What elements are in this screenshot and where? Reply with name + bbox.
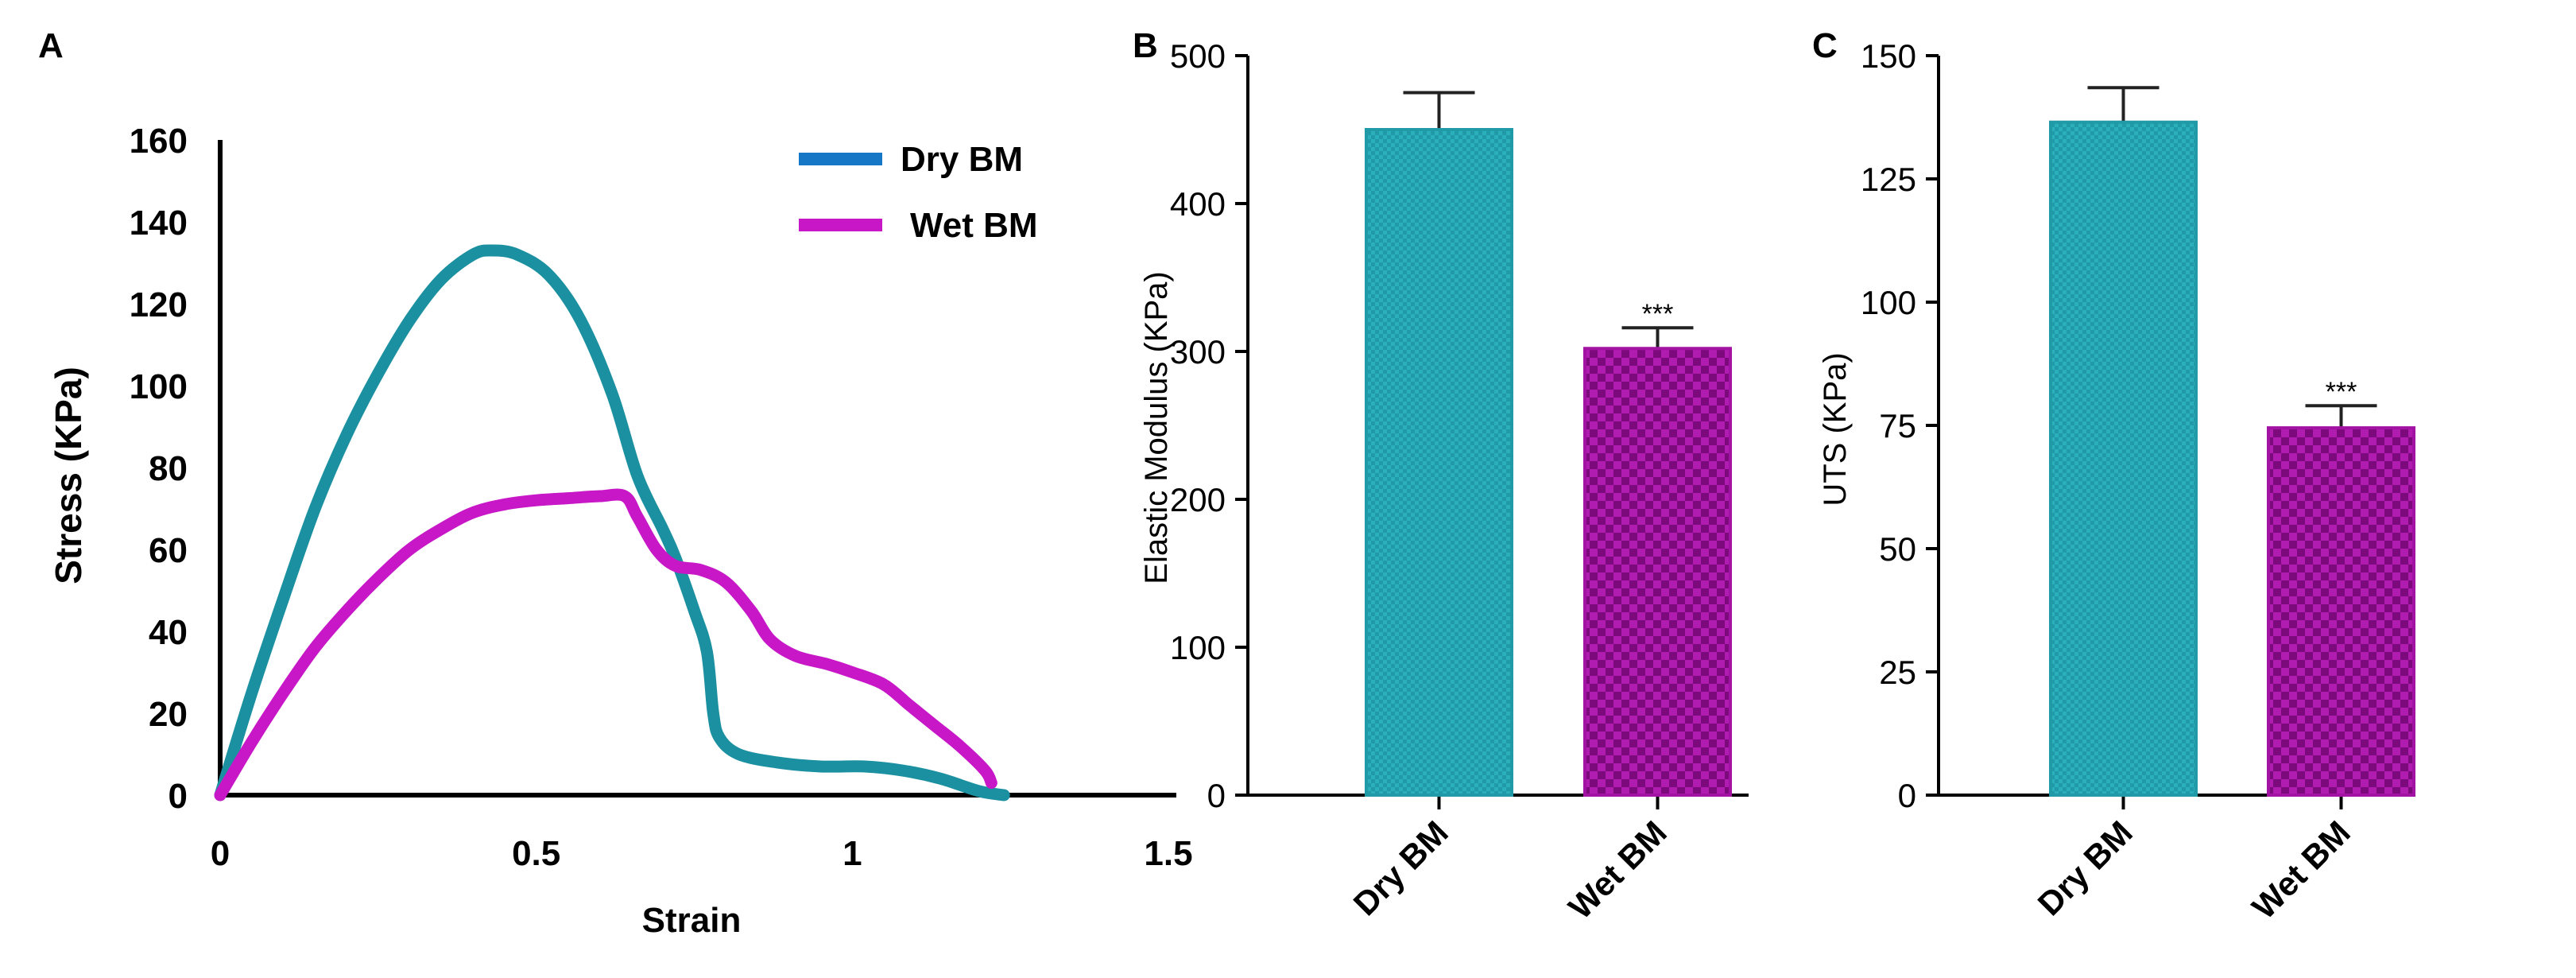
panel-a-y-tick-label: 120: [130, 285, 188, 324]
panel-a-y-tick-label: 160: [130, 122, 188, 161]
panel-c-bar-wet-bm: [2267, 426, 2415, 797]
panel-a-y-tick-label: 60: [149, 531, 188, 570]
panel-b-y-tick-label: 200: [1170, 481, 1226, 518]
panel-a-y-tick-label: 80: [149, 449, 188, 488]
panel-c-bars: ***: [2049, 86, 2415, 797]
panel-a-y-tick-label: 40: [149, 613, 188, 652]
panel-b-y-tick-label: 500: [1170, 37, 1226, 75]
panel-b-y-tick-label: 400: [1170, 185, 1226, 223]
panel-c-y-tick-label: 125: [1861, 161, 1916, 198]
panel-a-x-tick-label: 0: [211, 834, 230, 873]
panel-c-category-label: Wet BM: [2245, 813, 2357, 926]
panel-a-y-tick-label: 100: [130, 367, 188, 406]
panel-a-line-chart: 0 20 40 60 80 100 120 140 160 0 0.5 1 1.5 Strain Str…: [48, 122, 1193, 940]
panel-b-category-label: Dry BM: [1346, 813, 1455, 922]
panel-b-y-tick-label: 300: [1170, 333, 1226, 371]
panel-c-category-label: Dry BM: [2031, 813, 2140, 922]
panel-a-x-tick-label: 0.5: [512, 834, 560, 873]
panel-c-y-tick-label: 50: [1879, 530, 1916, 568]
panel-a-y-axis-label: Stress (KPa): [48, 367, 89, 584]
panel-b-y-axis-label: Elastic Modulus (KPa): [1139, 271, 1174, 584]
panel-b-bar-dry-bm: [1365, 128, 1513, 797]
legend-label-wet-bm: Wet BM: [910, 206, 1038, 245]
series-line-dry-bm: [214, 244, 1010, 801]
panel-b-bar-chart: 0 100 200 300 400 500 Dry BM Wet BM *** Elastic…: [1139, 37, 1749, 926]
panel-c-significance-marker: ***: [2326, 377, 2357, 407]
panel-a-series: [214, 244, 1010, 801]
panel-label-a: A: [38, 26, 64, 65]
panel-a-x-tick-label: 1: [843, 834, 862, 873]
panel-c-y-tick-label: 75: [1879, 407, 1916, 444]
panel-c-y-tick-label: 0: [1898, 777, 1916, 814]
panel-c-bar-chart: 0 25 50 75 100 125 150 Dry BM Wet BM *** UTS (KP…: [1818, 37, 2415, 926]
panel-b-bars: ***: [1365, 91, 1732, 797]
panel-a-axes: 0 20 40 60 80 100 120 140 160 0 0.5 1 1.5: [130, 122, 1193, 873]
panel-a-legend: Dry BM Wet BM: [799, 140, 1038, 245]
legend-label-dry-bm: Dry BM: [901, 140, 1023, 179]
panel-b-bar-wet-bm: [1583, 347, 1732, 797]
panel-b-y-tick-label: 100: [1170, 629, 1226, 666]
panel-c-y-tick-label: 25: [1879, 654, 1916, 691]
panel-b-category-label: Wet BM: [1561, 813, 1674, 926]
panel-b-y-tick-label: 0: [1207, 777, 1226, 814]
panel-a-x-axis-label: Strain: [642, 901, 742, 940]
panel-a-y-tick-label: 0: [169, 777, 188, 816]
panel-label-b: B: [1133, 26, 1158, 65]
panel-a-x-tick-label: 1.5: [1144, 834, 1192, 873]
panel-b-significance-marker: ***: [1642, 299, 1674, 329]
panel-a-y-tick-label: 20: [149, 695, 188, 734]
panel-label-c: C: [1812, 26, 1838, 65]
panel-c-y-tick-label: 100: [1861, 284, 1916, 321]
panel-c-y-axis-label: UTS (KPa): [1818, 352, 1853, 506]
series-line-wet-bm: [214, 488, 997, 801]
panel-a-y-tick-label: 140: [130, 204, 188, 243]
panel-c-bar-dry-bm: [2049, 120, 2198, 797]
panel-c-y-tick-label: 150: [1861, 37, 1916, 75]
